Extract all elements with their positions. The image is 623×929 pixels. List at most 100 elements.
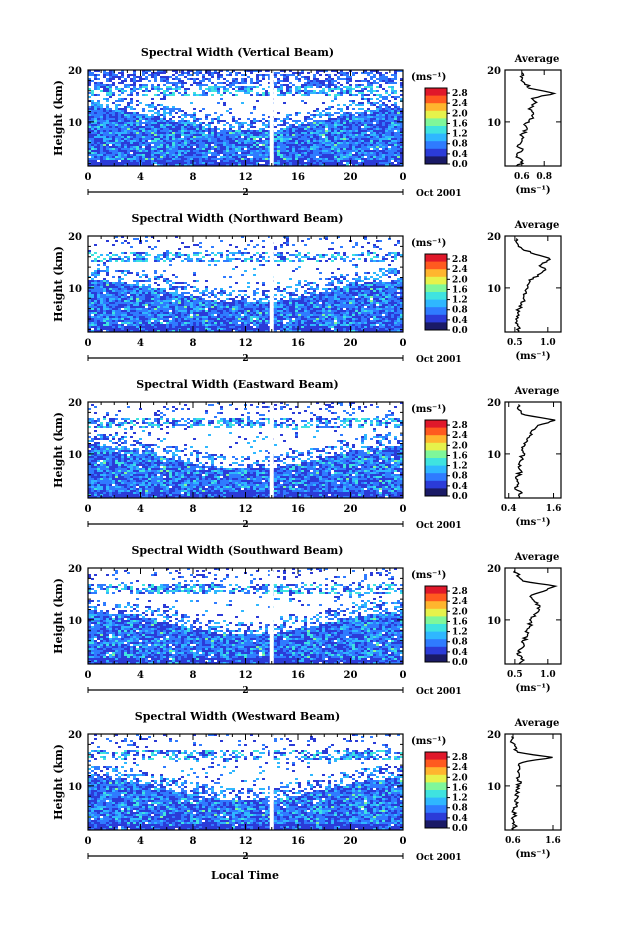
heatmap-cell: [304, 150, 307, 152]
heatmap-cell: [322, 162, 325, 164]
heatmap-cell: [337, 118, 340, 120]
heatmap-cell: [160, 122, 163, 124]
heatmap-cell: [178, 74, 181, 76]
colorbar-segment: [425, 110, 447, 119]
heatmap-cell: [151, 316, 154, 318]
heatmap-cell: [199, 154, 202, 156]
heatmap-cell: [112, 132, 115, 134]
heatmap-cell: [364, 88, 367, 90]
heatmap-cell: [352, 74, 355, 76]
heatmap-cell: [229, 298, 232, 300]
heatmap-cell: [106, 108, 109, 110]
heatmap-cell: [340, 88, 343, 90]
heatmap-cell: [127, 258, 130, 260]
heatmap-cell: [130, 252, 133, 254]
heatmap-cell: [196, 302, 199, 304]
heatmap-cell: [259, 84, 262, 86]
heatmap-cell: [226, 130, 229, 132]
heatmap-cell: [187, 88, 190, 90]
heatmap-cell: [175, 152, 178, 154]
heatmap-cell: [199, 324, 202, 326]
heatmap-cell: [373, 144, 376, 146]
heatmap-cell: [184, 124, 187, 126]
heatmap-cell: [103, 72, 106, 74]
x-tick-label: 0: [85, 172, 92, 183]
heatmap-cell: [121, 140, 124, 142]
heatmap-cell: [286, 148, 289, 150]
heatmap-cell: [181, 328, 184, 330]
heatmap-cell: [112, 148, 115, 150]
heatmap-cell: [97, 326, 100, 328]
heatmap-cell: [259, 132, 262, 134]
heatmap-cell: [370, 82, 373, 84]
heatmap-cell: [376, 120, 379, 122]
heatmap-cell: [109, 302, 112, 304]
heatmap-cell: [106, 98, 109, 100]
colorbar-tick-label: 2.0: [452, 109, 468, 119]
heatmap-cell: [103, 136, 106, 138]
heatmap-cell: [142, 140, 145, 142]
heatmap-cell: [391, 132, 394, 134]
heatmap-cell: [139, 134, 142, 136]
heatmap-cell: [151, 128, 154, 130]
heatmap-cell: [175, 82, 178, 84]
heatmap-cell: [139, 150, 142, 152]
heatmap-cell: [100, 300, 103, 302]
heatmap-cell: [184, 136, 187, 138]
heatmap-cell: [394, 146, 397, 148]
heatmap-cell: [394, 156, 397, 158]
heatmap-cell: [307, 122, 310, 124]
heatmap-cell: [232, 148, 235, 150]
heatmap-cell: [268, 152, 271, 154]
heatmap-cell: [130, 246, 133, 248]
heatmap-cell: [97, 268, 100, 270]
heatmap-cell: [205, 116, 208, 118]
heatmap-cell: [163, 72, 166, 74]
heatmap-cell: [121, 320, 124, 322]
heatmap-cell: [382, 114, 385, 116]
heatmap-cell: [115, 294, 118, 296]
heatmap-cell: [235, 74, 238, 76]
heatmap-cell: [100, 104, 103, 106]
heatmap-cell: [367, 98, 370, 100]
heatmap-cell: [388, 138, 391, 140]
heatmap-cell: [166, 278, 169, 280]
heatmap-cell: [202, 78, 205, 80]
heatmap-cell: [223, 154, 226, 156]
heatmap-cell: [211, 140, 214, 142]
heatmap-cell: [130, 304, 133, 306]
heatmap-cell: [112, 72, 115, 74]
heatmap-cell: [394, 74, 397, 76]
heatmap-cell: [283, 146, 286, 148]
heatmap-cell: [118, 108, 121, 110]
heatmap-cell: [199, 94, 202, 96]
heatmap-cell: [124, 282, 127, 284]
heatmap-cell: [241, 126, 244, 128]
heatmap-cell: [187, 324, 190, 326]
heatmap-cell: [235, 138, 238, 140]
heatmap-cell: [382, 144, 385, 146]
heatmap-cell: [391, 78, 394, 80]
heatmap-cell: [145, 84, 148, 86]
heatmap-cell: [100, 280, 103, 282]
heatmap-cell: [100, 134, 103, 136]
heatmap-cell: [199, 326, 202, 328]
heatmap-cell: [97, 82, 100, 84]
heatmap-cell: [121, 156, 124, 158]
heatmap-cell: [187, 156, 190, 158]
heatmap-cell: [151, 164, 154, 166]
heatmap-cell: [256, 130, 259, 132]
heatmap-cell: [214, 328, 217, 330]
heatmap-cell: [163, 132, 166, 134]
heatmap-cell: [91, 142, 94, 144]
heatmap-cell: [106, 298, 109, 300]
heatmap-cell: [232, 150, 235, 152]
heatmap-cell: [337, 112, 340, 114]
heatmap-cell: [316, 122, 319, 124]
heatmap-cell: [394, 140, 397, 142]
heatmap-cell: [124, 98, 127, 100]
heatmap-cell: [352, 140, 355, 142]
heatmap-cell: [229, 142, 232, 144]
heatmap-cell: [133, 90, 136, 92]
heatmap-cell: [388, 152, 391, 154]
